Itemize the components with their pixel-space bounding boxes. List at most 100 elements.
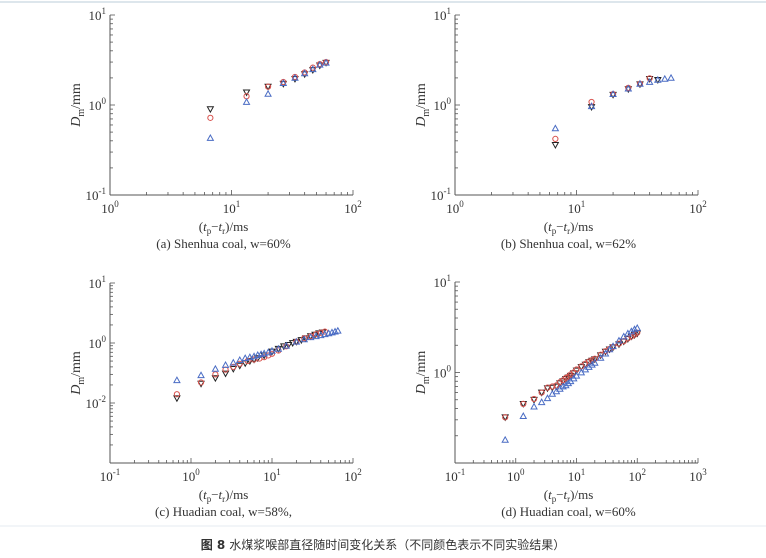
series-blue xyxy=(551,73,675,132)
data-point-triangle-down xyxy=(636,81,644,89)
data-point-triangle-up xyxy=(653,75,662,83)
data-point-triangle-down xyxy=(530,396,538,404)
x-tick-label: 101 xyxy=(263,467,281,484)
data-point-triangle-up xyxy=(564,379,573,387)
y-tick-label: 10-1 xyxy=(86,186,107,203)
x-axis-label: (tp−tr)/ms xyxy=(199,487,249,504)
data-point-circle xyxy=(646,75,653,82)
x-tick-label: 101 xyxy=(223,199,241,216)
data-point-circle xyxy=(207,114,214,121)
data-point-triangle-up xyxy=(292,337,301,345)
data-point-triangle-down xyxy=(609,91,617,99)
data-point-triangle-down xyxy=(246,358,254,366)
data-point-triangle-up xyxy=(551,124,560,132)
data-point-triangle-up xyxy=(316,331,325,339)
y-tick-label: 10-1 xyxy=(431,186,452,203)
data-point-triangle-up xyxy=(308,65,317,73)
y-axis-label: Dm/mm xyxy=(414,351,432,396)
data-point-triangle-down xyxy=(645,75,654,83)
data-point-triangle-up xyxy=(559,382,567,390)
x-tick-label: 100 xyxy=(101,199,119,216)
data-point-triangle-down xyxy=(624,86,633,94)
data-point-triangle-up xyxy=(633,324,642,331)
data-point-triangle-up xyxy=(609,90,617,98)
data-point-triangle-up xyxy=(501,435,510,443)
data-point-triangle-down xyxy=(548,384,557,392)
data-point-triangle-up xyxy=(282,341,291,349)
data-point-triangle-up xyxy=(274,344,283,352)
data-point-triangle-down xyxy=(279,343,288,351)
data-point-triangle-up xyxy=(279,79,288,87)
data-point-triangle-up xyxy=(197,371,205,379)
data-point-triangle-up xyxy=(206,133,215,141)
data-point-triangle-down xyxy=(211,375,220,383)
data-point-triangle-down xyxy=(566,372,575,380)
data-point-circle xyxy=(549,383,556,390)
x-tick-label: 100 xyxy=(182,467,200,484)
data-point-triangle-up xyxy=(241,354,250,362)
x-tick-label: 10-1 xyxy=(445,467,466,484)
x-tick-label: 102 xyxy=(629,467,647,484)
data-point-triangle-up xyxy=(264,89,272,97)
data-point-triangle-up xyxy=(601,349,610,357)
y-tick-label: 100 xyxy=(89,96,107,113)
data-point-triangle-up xyxy=(615,336,623,344)
x-tick-label: 100 xyxy=(446,199,464,216)
panel-caption: (d) Huadian coal, w=60% xyxy=(501,504,636,519)
data-point-triangle-up xyxy=(315,60,324,68)
data-point-triangle-down xyxy=(221,370,230,378)
data-point-triangle-up xyxy=(609,342,617,350)
figure-label: 图 8 xyxy=(200,538,226,552)
data-point-triangle-up xyxy=(331,327,339,335)
y-tick-label: 100 xyxy=(434,96,452,113)
data-point-triangle-down xyxy=(543,385,552,393)
data-point-circle xyxy=(591,355,598,362)
x-tick-label: 101 xyxy=(568,467,586,484)
data-point-triangle-up xyxy=(596,353,605,361)
y-tick-label: 100 xyxy=(434,364,452,381)
data-point-circle xyxy=(236,360,243,367)
data-point-triangle-down xyxy=(197,380,205,388)
series-blue xyxy=(173,326,342,384)
series-red xyxy=(552,75,653,143)
data-point-triangle-up xyxy=(667,73,675,81)
data-point-triangle-up xyxy=(235,356,244,363)
x-tick-label: 10-1 xyxy=(100,467,121,484)
panel-caption: (a) Shenhua coal, w=60% xyxy=(156,236,291,251)
data-point-triangle-up xyxy=(268,346,276,354)
data-point-triangle-up xyxy=(333,326,342,334)
chart-panel-d: 10-1 100 101 102 103 100 101 (tp−tr)/ms Dm/mm (d)… xyxy=(414,273,707,519)
x-tick-label: 102 xyxy=(344,199,362,216)
x-tick-label: 102 xyxy=(689,199,707,216)
y-tick-label: 101 xyxy=(434,6,452,23)
data-point-triangle-up xyxy=(519,412,528,419)
data-point-triangle-up xyxy=(300,335,309,343)
y-axis-label: Dm/mm xyxy=(414,83,432,128)
x-tick-label: 101 xyxy=(568,199,586,216)
x-axis-label: (tp−tr)/ms xyxy=(544,219,594,236)
data-point-circle xyxy=(197,379,205,386)
y-axis-label: Dm/mm xyxy=(69,351,87,396)
data-point-circle xyxy=(552,135,559,143)
y-tick-label: 101 xyxy=(434,273,452,290)
data-point-circle xyxy=(309,64,316,71)
panel-caption: (b) Shenhua coal, w=62% xyxy=(501,236,636,251)
data-point-triangle-down xyxy=(577,364,586,372)
x-tick-label: 103 xyxy=(689,467,707,484)
data-point-circle xyxy=(264,83,272,90)
y-tick-label: 10-2 xyxy=(86,394,107,411)
data-point-circle xyxy=(615,340,623,347)
data-point-triangle-up xyxy=(246,353,254,361)
y-tick-label: 100 xyxy=(89,334,107,351)
data-point-circle xyxy=(520,400,527,407)
y-axis-label: Dm/mm xyxy=(69,83,87,128)
data-point-circle xyxy=(567,371,574,378)
data-point-triangle-up xyxy=(630,325,639,333)
data-point-circle xyxy=(317,329,324,336)
data-point-triangle-up xyxy=(627,327,636,335)
data-point-triangle-up xyxy=(229,358,238,366)
data-point-triangle-down xyxy=(590,356,599,364)
panel-caption: (c) Huadian coal, w=58%, xyxy=(155,504,292,519)
